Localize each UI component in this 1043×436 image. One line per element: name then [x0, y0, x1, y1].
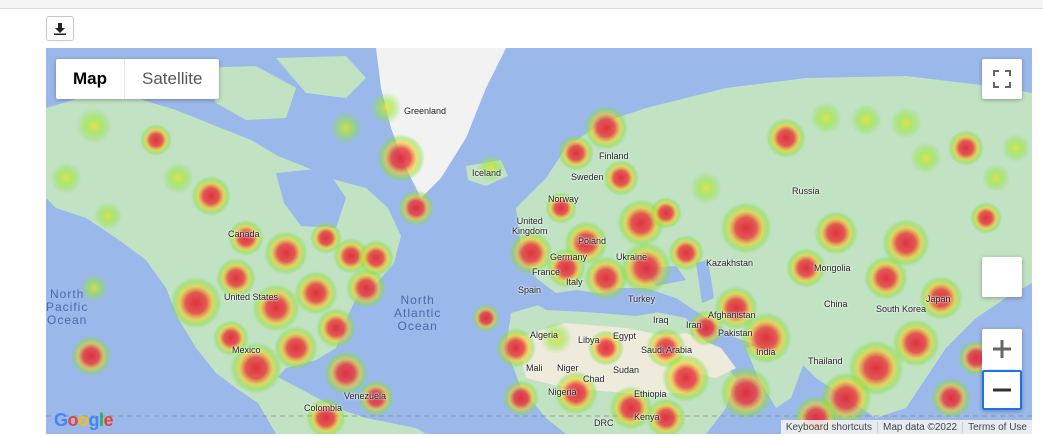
google-logo: Google [54, 410, 114, 430]
map-type-control: Map Satellite [56, 59, 220, 99]
label-japan: Japan [926, 294, 951, 304]
label-niger: Niger [557, 363, 579, 373]
minus-icon [993, 388, 1011, 392]
label-pakistan: Pakistan [718, 328, 753, 338]
label-finland: Finland [599, 151, 629, 161]
label-united-kingdom: United Kingdom [512, 216, 548, 236]
map-footer: Keyboard shortcuts Map data ©2022 Terms … [780, 420, 1032, 434]
map-data-attribution: Map data ©2022 [877, 421, 962, 433]
fullscreen-icon [993, 70, 1011, 88]
label-drc: DRC [594, 418, 614, 428]
label-united-states: United States [224, 292, 279, 302]
map-base [46, 48, 1032, 434]
label-kenya: Kenya [634, 412, 660, 422]
label-sudan: Sudan [613, 365, 640, 375]
label-afghanistan: Afghanistan [708, 310, 756, 320]
label-italy: Italy [566, 277, 583, 287]
label-saudi-arabia: Saudi Arabia [641, 345, 693, 355]
label-north-pacific: North Pacific Ocean [46, 287, 89, 327]
zoom-in-button[interactable] [982, 329, 1022, 369]
label-spain: Spain [518, 285, 542, 295]
heatmap-map[interactable]: Greenland Iceland Finland Sweden Norway … [46, 48, 1032, 434]
label-iceland: Iceland [472, 168, 502, 178]
label-venezuela: Venezuela [344, 391, 387, 401]
label-kazakhstan: Kazakhstan [706, 258, 754, 268]
download-button[interactable] [46, 16, 74, 41]
label-iraq: Iraq [653, 315, 669, 325]
label-canada: Canada [228, 229, 260, 239]
zoom-control [982, 329, 1022, 410]
label-colombia: Colombia [304, 403, 343, 413]
label-thailand: Thailand [808, 356, 843, 366]
label-north-atlantic: North Atlantic Ocean [394, 293, 442, 333]
map-type-satellite-button[interactable]: Satellite [142, 69, 203, 88]
terms-of-use-link[interactable]: Terms of Use [962, 421, 1032, 433]
label-ethiopia: Ethiopia [634, 389, 667, 399]
street-view-button[interactable] [982, 257, 1022, 297]
label-mongolia: Mongolia [814, 263, 851, 273]
label-algeria: Algeria [530, 330, 559, 340]
label-germany: Germany [550, 252, 588, 262]
label-libya: Libya [578, 335, 600, 345]
label-france: France [532, 267, 561, 277]
zoom-separator [988, 369, 1016, 370]
label-turkey: Turkey [628, 294, 656, 304]
label-sweden: Sweden [571, 172, 604, 182]
top-divider [0, 0, 1043, 9]
label-china: China [824, 299, 848, 309]
fullscreen-button[interactable] [982, 59, 1022, 99]
map-type-map-button[interactable]: Map [56, 59, 125, 99]
download-icon [54, 22, 66, 35]
label-egypt: Egypt [613, 331, 637, 341]
label-mali: Mali [526, 363, 543, 373]
keyboard-shortcuts-link[interactable]: Keyboard shortcuts [785, 421, 872, 433]
label-greenland: Greenland [404, 106, 447, 116]
label-russia: Russia [792, 186, 820, 196]
label-poland: Poland [578, 236, 607, 246]
label-nigeria: Nigeria [548, 387, 577, 397]
label-south-korea: South Korea [876, 304, 927, 314]
label-mexico: Mexico [232, 345, 261, 355]
label-iran: Iran [686, 320, 702, 330]
label-norway: Norway [548, 194, 579, 204]
label-ukraine: Ukraine [616, 252, 648, 262]
label-chad: Chad [583, 374, 605, 384]
label-india: India [756, 347, 776, 357]
zoom-out-button[interactable] [982, 370, 1022, 410]
plus-icon [993, 340, 1011, 358]
